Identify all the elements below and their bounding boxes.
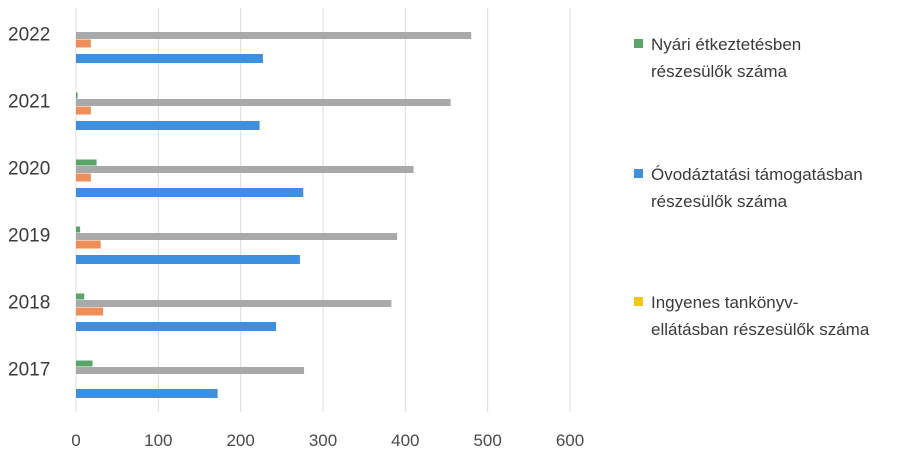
- legend-label: ellátásban részesülők száma: [651, 320, 870, 339]
- bar-series-0-2021: [76, 92, 78, 99]
- legend-label: részesülők száma: [651, 192, 788, 211]
- bar-series-1-2021: [76, 121, 260, 130]
- bar-series-4-2017: [76, 367, 305, 374]
- y-axis-tick-labels: 2017 2018 2019 2020 2021 2022: [8, 25, 50, 381]
- bar-series-0-2018: [76, 293, 85, 300]
- legend-label: Óvodáztatási támogatásban: [651, 165, 863, 184]
- bar-series-1-2022: [76, 54, 263, 63]
- bar-series-4-2021: [76, 99, 451, 106]
- bar-series-1-2020: [76, 188, 304, 197]
- x-tick-label: 0: [71, 431, 80, 450]
- x-tick-label: 300: [309, 431, 337, 450]
- x-tick-label: 100: [144, 431, 172, 450]
- y-tick-label: 2021: [8, 92, 50, 113]
- x-tick-label: 600: [556, 431, 584, 450]
- bar-series-4-2020: [76, 166, 414, 173]
- legend-label: részesülők száma: [651, 62, 788, 81]
- legend-label: Nyári étkeztetésben: [651, 35, 801, 54]
- legend: Nyári étkeztetésben részesülők száma Óvodá…: [634, 35, 870, 339]
- bar-series-1-2017: [76, 389, 218, 398]
- y-tick-label: 2018: [8, 293, 50, 314]
- bar-series-3-2018: [76, 307, 104, 316]
- x-axis-tick-labels: 0 100 200 300 400 500 600: [71, 431, 584, 450]
- bars: [76, 32, 472, 398]
- bar-series-4-2019: [76, 233, 398, 240]
- x-tick-label: 400: [391, 431, 419, 450]
- bar-series-1-2019: [76, 255, 300, 264]
- legend-swatch: [634, 297, 643, 306]
- y-tick-label: 2019: [8, 226, 50, 247]
- bar-series-3-2019: [76, 240, 101, 249]
- legend-swatch: [634, 169, 643, 178]
- y-tick-label: 2017: [8, 360, 50, 381]
- bar-series-0-2019: [76, 226, 81, 233]
- legend-swatch: [634, 39, 643, 48]
- bar-series-3-2020: [76, 173, 91, 182]
- bar-series-1-2018: [76, 322, 277, 331]
- x-tick-label: 200: [226, 431, 254, 450]
- bar-series-4-2022: [76, 32, 472, 39]
- bar-series-0-2020: [76, 159, 97, 166]
- bar-series-0-2017: [76, 360, 93, 367]
- y-tick-label: 2020: [8, 159, 50, 180]
- gridlines: [75, 8, 571, 412]
- bar-series-3-2022: [76, 39, 91, 48]
- bar-series-4-2018: [76, 300, 392, 307]
- bar-series-3-2021: [76, 106, 91, 115]
- legend-label: Ingyenes tankönyv-: [651, 293, 798, 312]
- x-tick-label: 500: [473, 431, 501, 450]
- y-tick-label: 2022: [8, 25, 50, 46]
